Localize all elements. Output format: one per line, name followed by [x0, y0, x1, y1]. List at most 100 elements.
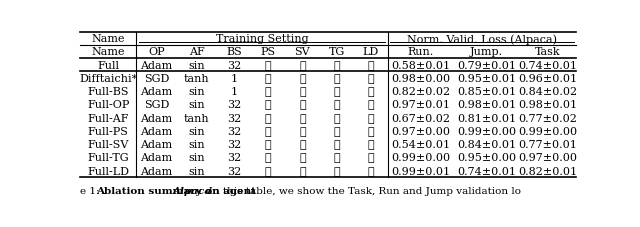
Text: ✓: ✓: [299, 166, 306, 176]
Text: Adam: Adam: [140, 140, 172, 150]
Text: 0.82±0.02: 0.82±0.02: [391, 87, 451, 97]
Text: ✓: ✓: [265, 74, 271, 84]
Text: ✓: ✓: [367, 74, 374, 84]
Text: Name: Name: [92, 34, 125, 44]
Text: ✓: ✓: [265, 140, 271, 150]
Text: ✗: ✗: [367, 166, 374, 176]
Text: ✓: ✓: [299, 153, 306, 163]
Text: ✗: ✗: [265, 126, 271, 136]
Text: Training Setting: Training Setting: [216, 34, 308, 44]
Text: 1: 1: [230, 74, 237, 84]
Text: 0.97±0.00: 0.97±0.00: [518, 153, 577, 163]
Text: Full-OP: Full-OP: [87, 100, 129, 110]
Text: Full-TG: Full-TG: [87, 153, 129, 163]
Text: 0.77±0.01: 0.77±0.01: [518, 140, 577, 150]
Text: Run.: Run.: [408, 47, 434, 57]
Text: Jump.: Jump.: [470, 47, 504, 57]
Text: Difftaichi*: Difftaichi*: [79, 74, 137, 84]
Text: 32: 32: [227, 100, 241, 110]
Text: 0.67±0.02: 0.67±0.02: [391, 113, 451, 123]
Text: sin: sin: [188, 126, 205, 136]
Text: 0.77±0.02: 0.77±0.02: [518, 113, 577, 123]
Text: ✓: ✓: [299, 126, 306, 136]
Text: 32: 32: [227, 60, 241, 70]
Text: ✓: ✓: [333, 113, 340, 123]
Text: Task: Task: [535, 47, 561, 57]
Text: sin: sin: [188, 153, 205, 163]
Text: LD: LD: [363, 47, 379, 57]
Text: sin: sin: [188, 100, 205, 110]
Text: Full-LD: Full-LD: [87, 166, 129, 176]
Text: ✓: ✓: [265, 60, 271, 70]
Text: ✓: ✓: [333, 140, 340, 150]
Text: 32: 32: [227, 126, 241, 136]
Text: ✓: ✓: [299, 100, 306, 110]
Text: ✓: ✓: [299, 113, 306, 123]
Text: Full-BS: Full-BS: [87, 87, 129, 97]
Text: Full-AF: Full-AF: [87, 113, 129, 123]
Text: 32: 32: [227, 113, 241, 123]
Text: Norm. Valid. Loss (Alpaca): Norm. Valid. Loss (Alpaca): [407, 34, 557, 44]
Text: ✓: ✓: [299, 60, 306, 70]
Text: e 1:: e 1:: [80, 186, 106, 195]
Text: ✓: ✓: [299, 87, 306, 97]
Text: tanh: tanh: [184, 113, 209, 123]
Text: 0.99±0.00: 0.99±0.00: [457, 126, 516, 136]
Text: ✓: ✓: [265, 87, 271, 97]
Text: SGD: SGD: [143, 74, 169, 84]
Text: Full-PS: Full-PS: [88, 126, 129, 136]
Text: 0.98±0.01: 0.98±0.01: [457, 100, 516, 110]
Text: ✓: ✓: [333, 100, 340, 110]
Text: 0.74±0.01: 0.74±0.01: [518, 60, 577, 70]
Text: 0.81±0.01: 0.81±0.01: [457, 113, 516, 123]
Text: ✓: ✓: [333, 60, 340, 70]
Text: 0.98±0.01: 0.98±0.01: [518, 100, 577, 110]
Text: ✓: ✓: [265, 166, 271, 176]
Text: 0.99±0.00: 0.99±0.00: [391, 153, 451, 163]
Text: .  In this table, we show the Task, Run and Jump validation lo: . In this table, we show the Task, Run a…: [198, 186, 520, 195]
Text: 0.84±0.01: 0.84±0.01: [457, 140, 516, 150]
Text: ✓: ✓: [333, 126, 340, 136]
Text: TG: TG: [328, 47, 345, 57]
Text: Adam: Adam: [140, 60, 172, 70]
Text: BS: BS: [226, 47, 242, 57]
Text: ✓: ✓: [299, 74, 306, 84]
Text: sin: sin: [188, 140, 205, 150]
Text: ✓: ✓: [367, 87, 374, 97]
Text: 32: 32: [227, 140, 241, 150]
Text: 1: 1: [230, 87, 237, 97]
Text: Name: Name: [92, 47, 125, 57]
Text: 0.98±0.00: 0.98±0.00: [391, 74, 451, 84]
Text: 0.79±0.01: 0.79±0.01: [458, 60, 516, 70]
Text: 0.84±0.02: 0.84±0.02: [518, 87, 577, 97]
Text: Full: Full: [97, 60, 119, 70]
Text: Adam: Adam: [140, 87, 172, 97]
Text: Alpaca: Alpaca: [173, 186, 212, 195]
Text: Adam: Adam: [140, 126, 172, 136]
Text: SGD: SGD: [143, 100, 169, 110]
Text: 0.95±0.00: 0.95±0.00: [457, 153, 516, 163]
Text: 0.85±0.01: 0.85±0.01: [457, 87, 516, 97]
Text: tanh: tanh: [184, 74, 209, 84]
Text: ✓: ✓: [367, 113, 374, 123]
Text: 0.74±0.01: 0.74±0.01: [458, 166, 516, 176]
Text: ✓: ✓: [265, 113, 271, 123]
Text: ✓: ✓: [333, 74, 340, 84]
Text: 0.96±0.01: 0.96±0.01: [518, 74, 577, 84]
Text: ✓: ✓: [367, 60, 374, 70]
Text: sin: sin: [188, 87, 205, 97]
Text: SV: SV: [294, 47, 310, 57]
Text: Adam: Adam: [140, 113, 172, 123]
Text: ✓: ✓: [367, 153, 374, 163]
Text: PS: PS: [260, 47, 276, 57]
Text: 0.97±0.00: 0.97±0.00: [391, 126, 451, 136]
Text: Adam: Adam: [140, 166, 172, 176]
Text: sin: sin: [188, 166, 205, 176]
Text: ✓: ✓: [367, 126, 374, 136]
Text: 0.99±0.00: 0.99±0.00: [518, 126, 577, 136]
Text: 0.58±0.01: 0.58±0.01: [391, 60, 451, 70]
Text: 32: 32: [227, 153, 241, 163]
Text: Full-SV: Full-SV: [88, 140, 129, 150]
Text: ✗: ✗: [299, 140, 306, 150]
Text: OP: OP: [148, 47, 164, 57]
